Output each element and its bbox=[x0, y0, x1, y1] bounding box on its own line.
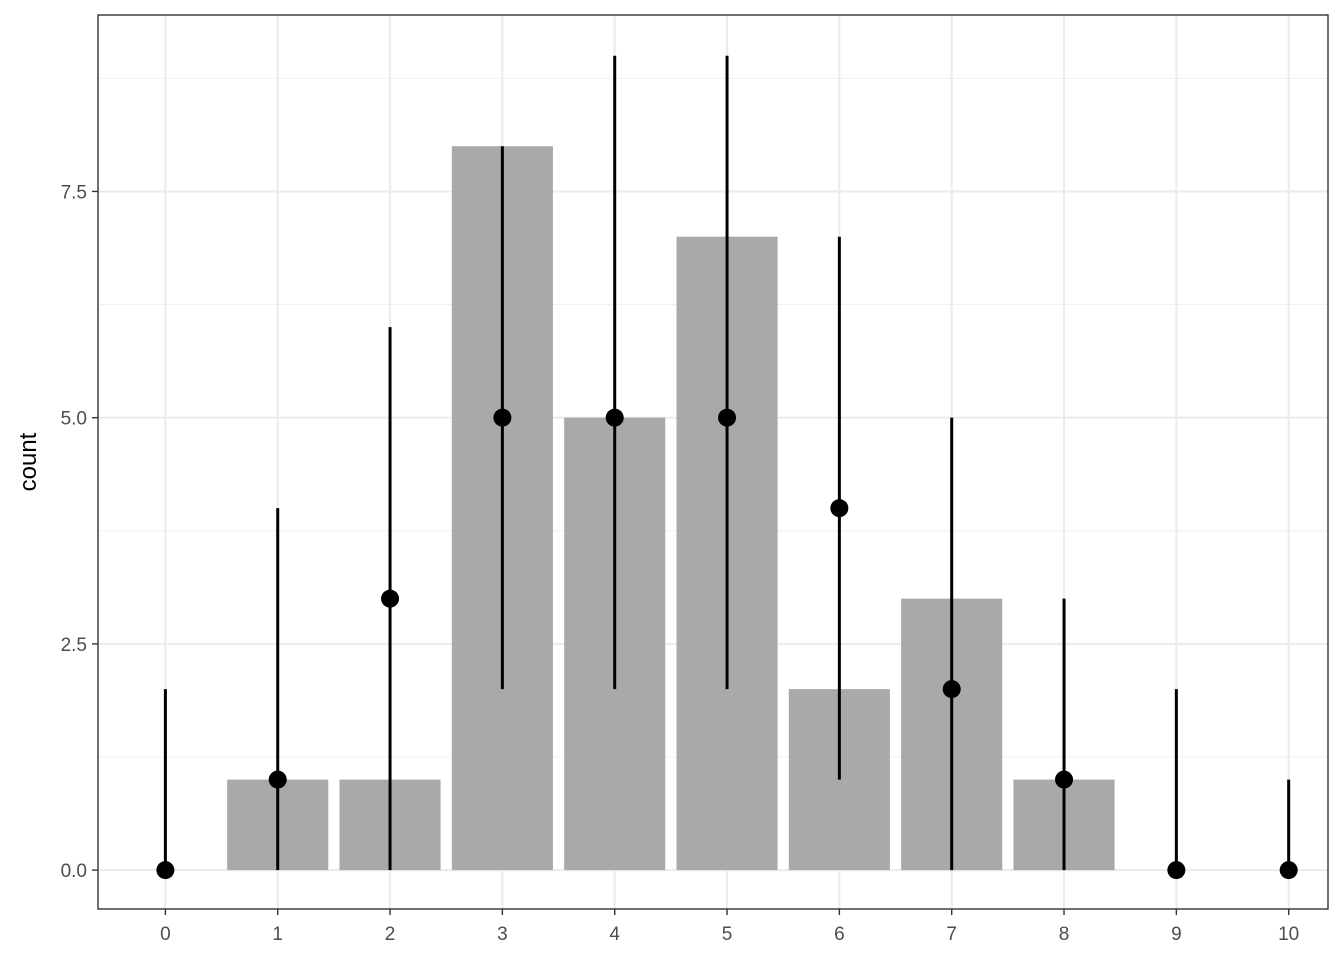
data-point bbox=[156, 861, 175, 880]
x-tick-label: 2 bbox=[385, 924, 396, 945]
y-axis-title: count bbox=[15, 432, 42, 491]
data-point bbox=[718, 408, 737, 427]
x-tick-label: 8 bbox=[1059, 924, 1070, 945]
data-point bbox=[942, 680, 961, 699]
x-tick-label: 7 bbox=[946, 924, 957, 945]
y-tick-label: 2.5 bbox=[61, 635, 87, 656]
points-layer bbox=[156, 408, 1298, 880]
x-tick-label: 1 bbox=[272, 924, 283, 945]
data-point bbox=[830, 499, 849, 518]
data-point bbox=[493, 408, 512, 427]
y-tick-label: 5.0 bbox=[61, 409, 87, 430]
data-point bbox=[1055, 770, 1074, 789]
plot-panel-border bbox=[97, 14, 1329, 910]
data-point bbox=[381, 589, 400, 608]
x-tick-label: 4 bbox=[609, 924, 620, 945]
x-tick-label: 9 bbox=[1171, 924, 1182, 945]
data-point bbox=[1167, 861, 1186, 880]
x-axis-ticks: 0 1 2 3 4 5 6 7 8 9 10 bbox=[160, 909, 1299, 945]
y-tick-label: 7.5 bbox=[61, 182, 87, 203]
y-tick-label: 0.0 bbox=[61, 861, 87, 882]
data-point bbox=[1279, 861, 1298, 880]
x-tick-label: 0 bbox=[160, 924, 171, 945]
x-tick-label: 6 bbox=[834, 924, 845, 945]
data-point bbox=[268, 770, 287, 789]
x-tick-label: 10 bbox=[1278, 924, 1299, 945]
data-point bbox=[605, 408, 624, 427]
x-tick-label: 3 bbox=[497, 924, 508, 945]
y-axis-ticks: 0.0 2.5 5.0 7.5 bbox=[61, 182, 98, 882]
x-tick-label: 5 bbox=[722, 924, 733, 945]
